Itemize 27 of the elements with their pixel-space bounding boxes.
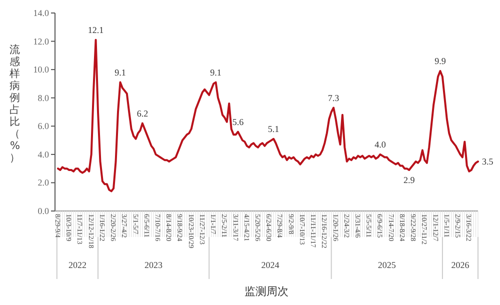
data-label: 3.5 — [482, 156, 494, 166]
x-axis-title: 监测周次 — [244, 285, 288, 298]
y-tick-label: 14.0 — [33, 8, 50, 18]
data-label: 2.9 — [403, 174, 416, 185]
data-label: 9.1 — [210, 67, 222, 78]
y-tick-label: 6.0 — [38, 121, 50, 132]
text: 2022 — [68, 260, 86, 270]
text: 2024 — [261, 260, 280, 270]
data-label: 7.3 — [328, 92, 340, 103]
text: 2026 — [451, 260, 470, 270]
y-tick-label: 0.0 — [38, 206, 50, 216]
data-label: 5.1 — [268, 124, 280, 134]
y-tick-label: 8.0 — [38, 92, 50, 103]
data-label: 9.1 — [114, 67, 126, 78]
y-tick-label: 4.0 — [38, 149, 50, 160]
y-tick-label: 10.0 — [33, 64, 50, 75]
text: 流感样病例占比（%） — [10, 44, 20, 164]
data-label: 6.2 — [136, 108, 148, 118]
data-label: 5.6 — [232, 116, 244, 127]
data-label: 12.1 — [88, 24, 104, 35]
y-tick-label: 2.0 — [38, 178, 50, 188]
y-tick-label: 12.0 — [33, 36, 50, 46]
text: 2023 — [144, 260, 164, 270]
line-series — [57, 38, 479, 192]
data-label: 4.0 — [374, 139, 386, 150]
text: 2025 — [378, 260, 396, 270]
data-label: 9.9 — [434, 56, 446, 66]
